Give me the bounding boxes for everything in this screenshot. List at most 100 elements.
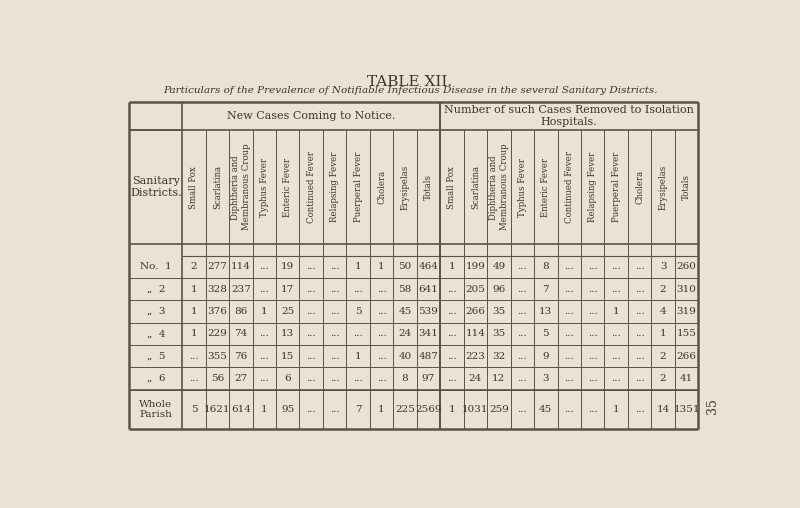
Text: ...: ... (259, 263, 269, 271)
Text: 114: 114 (466, 329, 486, 338)
Text: Scarlatina: Scarlatina (471, 165, 480, 209)
Text: 341: 341 (418, 329, 438, 338)
Text: 32: 32 (492, 352, 506, 361)
Text: ...: ... (588, 285, 598, 294)
Text: 1351: 1351 (674, 405, 700, 414)
Text: 13: 13 (281, 329, 294, 338)
Text: 464: 464 (418, 263, 438, 271)
Text: Sanitary
Districts.: Sanitary Districts. (130, 176, 182, 198)
Text: 40: 40 (398, 352, 412, 361)
Text: 641: 641 (418, 285, 438, 294)
Text: 35: 35 (492, 307, 506, 316)
Text: Totals: Totals (424, 174, 433, 200)
Text: 1: 1 (190, 329, 197, 338)
Text: 1: 1 (190, 307, 197, 316)
Text: 19: 19 (281, 263, 294, 271)
Text: ...: ... (518, 285, 527, 294)
Text: ...: ... (306, 374, 316, 383)
Text: 45: 45 (539, 405, 553, 414)
Text: ...: ... (564, 285, 574, 294)
Text: Small Pox: Small Pox (190, 166, 198, 209)
Text: ...: ... (564, 307, 574, 316)
Text: ...: ... (447, 329, 457, 338)
Text: Whole
Parish: Whole Parish (139, 400, 172, 419)
Text: Continued Fever: Continued Fever (306, 151, 316, 223)
Text: Small Pox: Small Pox (447, 166, 457, 209)
Text: 229: 229 (207, 329, 227, 338)
Text: ...: ... (377, 374, 386, 383)
Text: 487: 487 (418, 352, 438, 361)
Text: ...: ... (306, 263, 316, 271)
Text: 1: 1 (378, 405, 385, 414)
Text: No.  1: No. 1 (140, 263, 172, 271)
Text: 12: 12 (492, 374, 506, 383)
Text: 97: 97 (422, 374, 435, 383)
Text: ...: ... (634, 405, 645, 414)
Text: ...: ... (330, 307, 339, 316)
Text: ...: ... (564, 352, 574, 361)
Text: 74: 74 (234, 329, 247, 338)
Text: Typhus Fever: Typhus Fever (260, 158, 269, 217)
Text: ...: ... (611, 329, 621, 338)
Text: Hospitals.: Hospitals. (541, 117, 598, 127)
Text: 76: 76 (234, 352, 247, 361)
Text: ...: ... (306, 329, 316, 338)
Text: ...: ... (330, 352, 339, 361)
Text: 328: 328 (207, 285, 227, 294)
Text: 260: 260 (677, 263, 697, 271)
Text: 5: 5 (190, 405, 197, 414)
Text: Relapsing Fever: Relapsing Fever (330, 152, 339, 223)
Text: ...: ... (634, 263, 645, 271)
Text: 155: 155 (677, 329, 697, 338)
Text: 319: 319 (677, 307, 697, 316)
Text: 1: 1 (449, 263, 455, 271)
Text: 86: 86 (234, 307, 247, 316)
Text: ...: ... (259, 329, 269, 338)
Text: 96: 96 (492, 285, 506, 294)
Text: Diphtheria and
Membranous Croup: Diphtheria and Membranous Croup (231, 144, 250, 231)
Text: 614: 614 (231, 405, 250, 414)
Text: ...: ... (588, 263, 598, 271)
Text: 3: 3 (660, 263, 666, 271)
Text: ...: ... (518, 405, 527, 414)
Text: 266: 266 (677, 352, 697, 361)
Text: Particulars of the Prevalence of Notifiable Infectious Disease in the several Sa: Particulars of the Prevalence of Notifia… (162, 86, 658, 94)
Text: 49: 49 (492, 263, 506, 271)
Text: ...: ... (518, 307, 527, 316)
Text: 2: 2 (190, 263, 197, 271)
Text: ...: ... (611, 352, 621, 361)
Text: ...: ... (447, 307, 457, 316)
Text: 2: 2 (660, 352, 666, 361)
Text: ...: ... (330, 329, 339, 338)
Text: Totals: Totals (682, 174, 691, 200)
Text: Typhus Fever: Typhus Fever (518, 158, 527, 217)
Text: Puerperal Fever: Puerperal Fever (354, 152, 362, 223)
Text: Cholera: Cholera (377, 170, 386, 204)
Text: 1: 1 (613, 405, 619, 414)
Text: 7: 7 (542, 285, 549, 294)
Text: ...: ... (330, 285, 339, 294)
Text: ...: ... (447, 374, 457, 383)
Text: ...: ... (518, 263, 527, 271)
Text: 35: 35 (492, 329, 506, 338)
Text: ...: ... (588, 352, 598, 361)
Text: 9: 9 (542, 352, 549, 361)
Text: ...: ... (634, 329, 645, 338)
Text: ...: ... (611, 263, 621, 271)
Text: 27: 27 (234, 374, 247, 383)
Text: 114: 114 (231, 263, 250, 271)
Text: ...: ... (588, 329, 598, 338)
Text: 237: 237 (231, 285, 250, 294)
Text: 277: 277 (207, 263, 227, 271)
Text: 45: 45 (398, 307, 412, 316)
Text: ...: ... (354, 285, 363, 294)
Text: 58: 58 (398, 285, 412, 294)
Text: ...: ... (611, 374, 621, 383)
Text: 5: 5 (354, 307, 362, 316)
Text: 95: 95 (281, 405, 294, 414)
Text: 24: 24 (398, 329, 412, 338)
Text: 17: 17 (281, 285, 294, 294)
Text: ...: ... (588, 405, 598, 414)
Text: ...: ... (306, 352, 316, 361)
Text: TABLE XII.: TABLE XII. (367, 75, 453, 89)
